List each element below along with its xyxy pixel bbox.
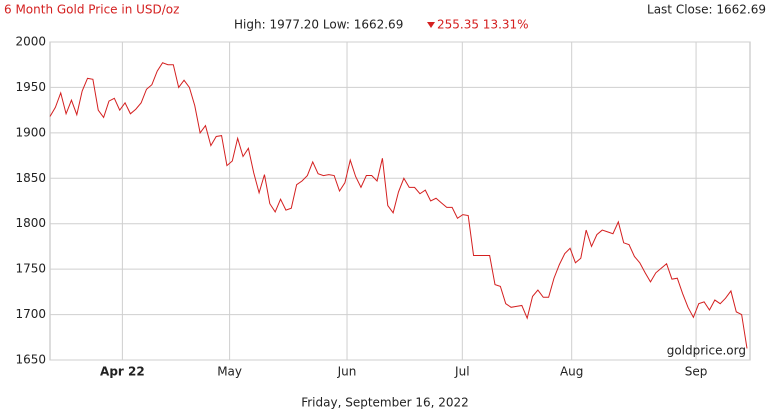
x-tick-label: Jul [454,365,469,379]
watermark: goldprice.org [667,344,746,358]
y-tick-label: 1750 [15,262,46,276]
y-tick-label: 1800 [15,216,46,230]
x-tick-label: Sep [685,365,708,379]
stats: High: 1977.20 Low: 1662.69 [234,18,403,32]
y-tick-label: 1650 [15,353,46,367]
y-tick-label: 1700 [15,307,46,321]
plot-frame [49,41,751,361]
chart-title: 6 Month Gold Price in USD/oz [4,3,179,17]
x-tick-label: Aug [560,365,583,379]
y-tick-label: 2000 [15,35,46,49]
y-tick-label: 1950 [15,80,46,94]
x-tick-label: Apr 22 [100,365,145,379]
date-label: Friday, September 16, 2022 [301,396,469,410]
change: 255.35 13.31% [437,18,529,32]
x-tick-label: May [217,365,242,379]
y-tick-label: 1850 [15,171,46,185]
down-arrow [427,22,435,28]
last-close: Last Close: 1662.69 [647,3,766,17]
y-tick-label: 1900 [15,125,46,139]
price-line [49,62,748,349]
x-tick-label: Jun [337,365,357,379]
